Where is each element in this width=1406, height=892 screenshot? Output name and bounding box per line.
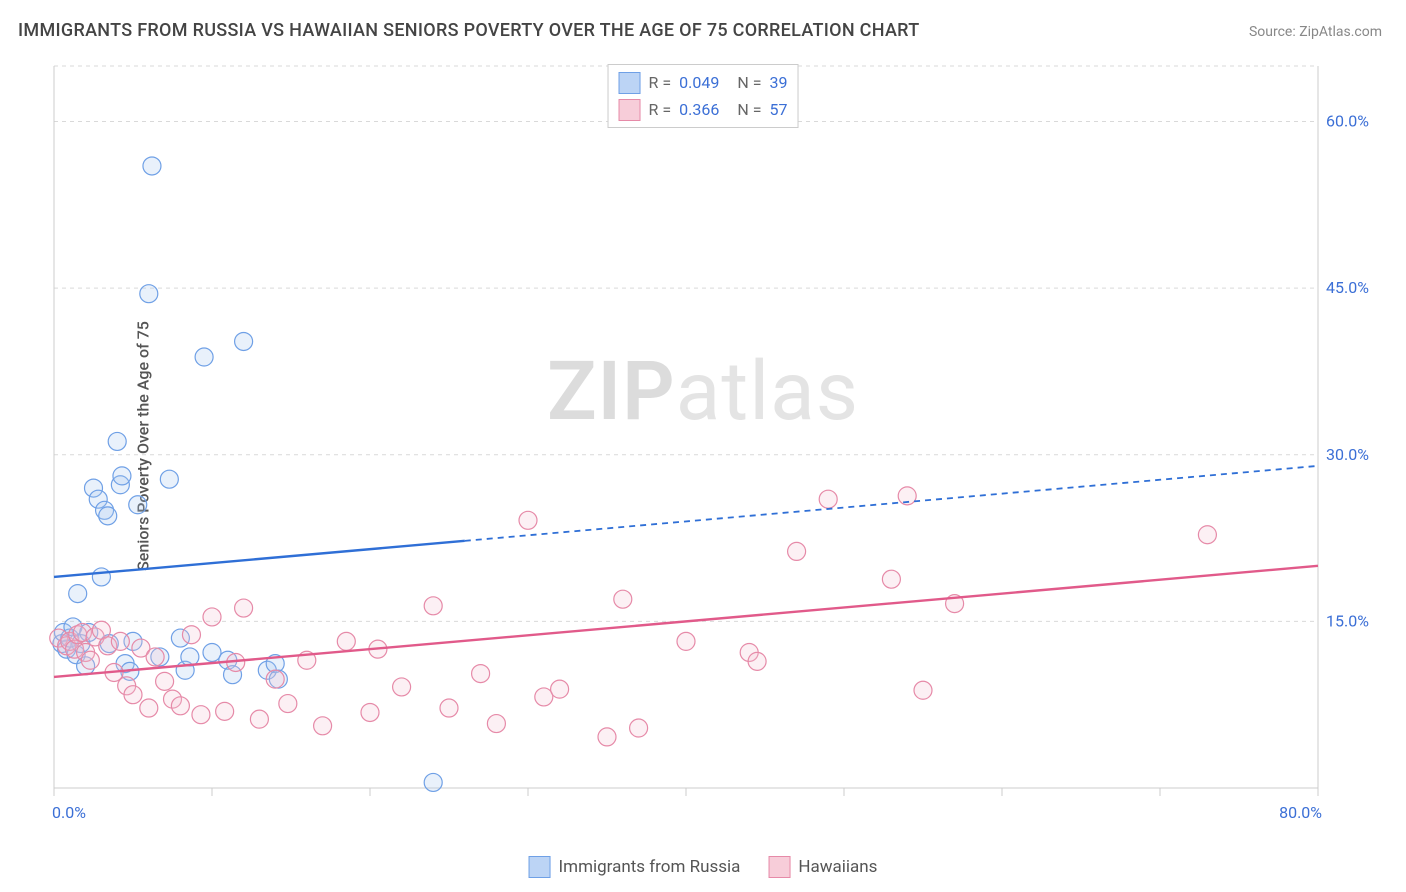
series-legend: Immigrants from Russia Hawaiians bbox=[529, 856, 878, 878]
svg-text:45.0%: 45.0% bbox=[1326, 278, 1369, 297]
n-label: N = bbox=[737, 69, 761, 96]
svg-text:60.0%: 60.0% bbox=[1326, 112, 1369, 131]
plot-area: 15.0% 30.0% 45.0% 60.0% 0.0% 80.0% bbox=[48, 58, 1388, 848]
source-label: Source: ZipAtlas.com bbox=[1249, 24, 1382, 40]
svg-text:30.0%: 30.0% bbox=[1326, 445, 1369, 464]
n-value-0: 39 bbox=[769, 69, 787, 96]
r-value-0: 0.049 bbox=[679, 69, 719, 96]
stats-row-series-0: R = 0.049 N = 39 bbox=[619, 69, 788, 96]
n-label: N = bbox=[737, 96, 761, 123]
legend-label-0: Immigrants from Russia bbox=[559, 857, 741, 877]
stats-row-series-1: R = 0.366 N = 57 bbox=[619, 96, 788, 123]
legend-item-1: Hawaiians bbox=[768, 856, 877, 878]
legend-item-0: Immigrants from Russia bbox=[529, 856, 741, 878]
stats-legend: R = 0.049 N = 39 R = 0.366 N = 57 bbox=[608, 64, 799, 128]
chart-title: IMMIGRANTS FROM RUSSIA VS HAWAIIAN SENIO… bbox=[18, 20, 919, 41]
n-value-1: 57 bbox=[769, 96, 787, 123]
svg-text:0.0%: 0.0% bbox=[52, 803, 86, 822]
swatch-series-0 bbox=[619, 72, 641, 94]
swatch-series-1 bbox=[619, 99, 641, 121]
r-label: R = bbox=[649, 96, 672, 123]
legend-swatch-1 bbox=[768, 856, 790, 878]
legend-label-1: Hawaiians bbox=[798, 857, 877, 877]
legend-swatch-0 bbox=[529, 856, 551, 878]
r-label: R = bbox=[649, 69, 672, 96]
r-value-1: 0.366 bbox=[679, 96, 719, 123]
svg-text:80.0%: 80.0% bbox=[1279, 803, 1322, 822]
svg-text:15.0%: 15.0% bbox=[1326, 611, 1369, 630]
correlation-chart: IMMIGRANTS FROM RUSSIA VS HAWAIIAN SENIO… bbox=[0, 0, 1406, 892]
